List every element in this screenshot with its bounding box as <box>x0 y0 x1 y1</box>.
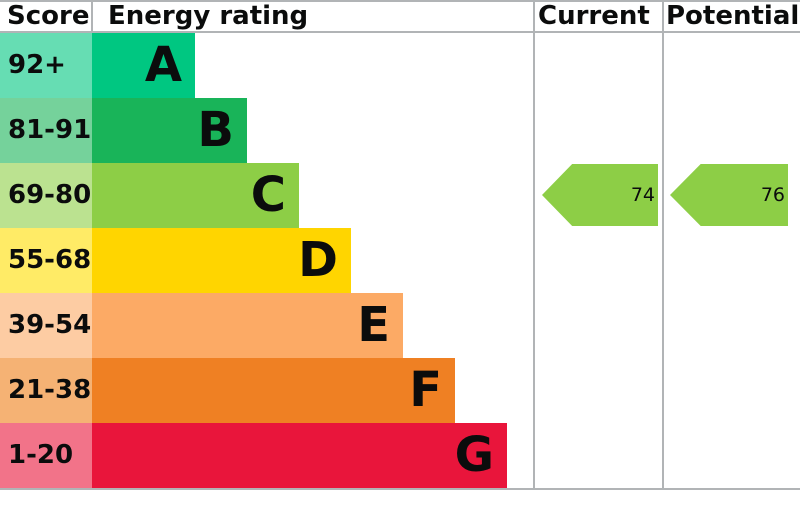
score-range-e: 39-54 <box>0 293 92 358</box>
band-row-a: 92+ A <box>0 33 195 98</box>
score-range-g: 1-20 <box>0 423 92 488</box>
band-bar-a: A <box>92 33 195 98</box>
current-column-divider <box>533 0 535 488</box>
band-bar-d: D <box>92 228 351 293</box>
current-header: Current <box>538 1 650 31</box>
band-bar-g: G <box>92 423 507 488</box>
score-header: Score <box>7 1 90 31</box>
band-letter-e: E <box>357 297 390 353</box>
band-letter-g: G <box>454 427 494 483</box>
current-rating-value: 74 <box>630 184 655 206</box>
score-range-d: 55-68 <box>0 228 92 293</box>
score-range-a: 92+ <box>0 33 92 98</box>
score-range-f: 21-38 <box>0 358 92 423</box>
band-bar-e: E <box>92 293 403 358</box>
band-row-g: 1-20 G <box>0 423 507 488</box>
grid-line-header-bottom <box>0 31 800 33</box>
potential-header: Potential <box>666 1 800 31</box>
potential-column-divider <box>662 0 664 488</box>
current-rating-arrow: 74 <box>542 164 658 226</box>
band-bar-f: F <box>92 358 455 423</box>
potential-rating-value: 76 <box>760 184 785 206</box>
score-range-b: 81-91 <box>0 98 92 163</box>
band-bar-b: B <box>92 98 247 163</box>
band-row-d: 55-68 D <box>0 228 351 293</box>
band-letter-f: F <box>409 362 442 418</box>
band-row-e: 39-54 E <box>0 293 403 358</box>
grid-line-top <box>0 0 800 2</box>
band-row-f: 21-38 F <box>0 358 455 423</box>
band-letter-d: D <box>298 232 338 288</box>
energy-rating-header: Energy rating <box>108 1 309 31</box>
band-letter-b: B <box>197 102 234 158</box>
score-column-divider <box>91 0 93 31</box>
band-letter-c: C <box>250 167 286 223</box>
band-bar-c: C <box>92 163 299 228</box>
band-row-b: 81-91 B <box>0 98 247 163</box>
band-letter-a: A <box>144 37 182 93</box>
score-range-c: 69-80 <box>0 163 92 228</box>
grid-line-bottom <box>0 488 800 490</box>
band-row-c: 69-80 C <box>0 163 299 228</box>
potential-rating-arrow: 76 <box>670 164 788 226</box>
